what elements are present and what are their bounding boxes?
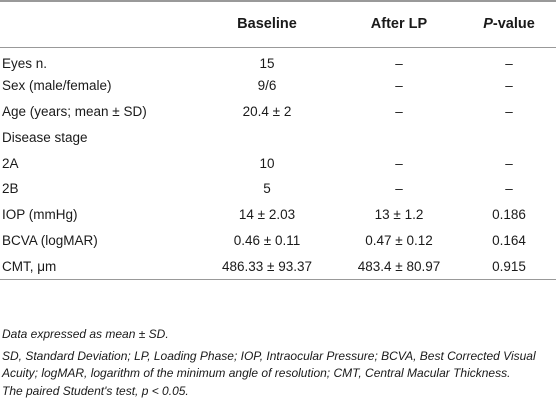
after-lp-cell: – (395, 56, 403, 72)
footnote-data-expressed: Data expressed as mean ± SD. (2, 327, 169, 341)
table-row: Sex (male/female) 9/6 – – (0, 73, 556, 99)
row-label: BCVA (logMAR) (2, 232, 98, 248)
header-cell-p-value: P-value (483, 16, 535, 33)
row-label: Disease stage (2, 129, 88, 145)
after-lp-cell: 0.47 ± 0.12 (365, 232, 433, 248)
after-lp-cell: 483.4 ± 80.97 (357, 258, 441, 274)
header-row: Baseline After LP P-value (0, 1, 556, 47)
after-lp-cell (336, 124, 462, 150)
row-label: Sex (male/female) (2, 78, 112, 94)
data-table-container: Baseline After LP P-value Eyes n. 15 – –… (0, 1, 556, 280)
row-label: Age (years; mean ± SD) (2, 103, 147, 119)
p-value-cell: 0.186 (492, 207, 526, 223)
header-cell-after-lp: After LP (370, 16, 428, 33)
p-value-cell: 0.164 (492, 232, 526, 248)
row-label: 2B (2, 181, 19, 197)
baseline-cell: 15 (259, 56, 275, 72)
after-lp-cell: – (395, 78, 403, 94)
baseline-cell: 9/6 (257, 78, 277, 94)
row-label: Eyes n. (2, 56, 48, 72)
baseline-cell: 10 (259, 155, 275, 171)
footnote-abbreviations: SD, Standard Deviation; LP, Loading Phas… (2, 348, 536, 381)
header-cell-label (0, 1, 198, 47)
table-row: 2A 10 – – (0, 150, 556, 176)
p-value-cell: 0.915 (492, 258, 526, 274)
p-value-cell: – (505, 155, 513, 171)
baseline-cell: 0.46 ± 0.11 (233, 232, 301, 248)
row-label: 2A (2, 155, 19, 171)
row-label: CMT, μm (2, 258, 57, 274)
table-footnotes: Data expressed as mean ± SD. SD, Standar… (2, 326, 554, 400)
after-lp-cell: – (395, 181, 403, 197)
baseline-cell: 14 ± 2.03 (238, 207, 296, 223)
table-row: Disease stage (0, 124, 556, 150)
p-value-cell: – (505, 56, 513, 72)
baseline-cell: 20.4 ± 2 (242, 103, 292, 119)
table-row: 2B 5 – – (0, 176, 556, 202)
p-value-cell: – (505, 78, 513, 94)
p-value-cell: – (505, 181, 513, 197)
table-row: Age (years; mean ± SD) 20.4 ± 2 – – (0, 99, 556, 125)
header-cell-baseline: Baseline (237, 16, 297, 33)
after-lp-cell: 13 ± 1.2 (374, 207, 424, 223)
baseline-cell (198, 124, 336, 150)
after-lp-cell: – (395, 155, 403, 171)
footnote-statistical-test: The paired Student's test, p < 0.05. (2, 383, 189, 398)
baseline-cell: 486.33 ± 93.37 (222, 258, 312, 274)
baseline-cell: 5 (263, 181, 271, 197)
table-row: Eyes n. 15 – – (0, 47, 556, 73)
p-value-cell: – (505, 103, 513, 119)
table-row: BCVA (logMAR) 0.46 ± 0.11 0.47 ± 0.12 0.… (0, 228, 556, 254)
data-table: Baseline After LP P-value Eyes n. 15 – –… (0, 1, 556, 280)
row-label: IOP (mmHg) (2, 207, 78, 223)
p-value-cell (462, 124, 556, 150)
after-lp-cell: – (395, 103, 403, 119)
table-row: IOP (mmHg) 14 ± 2.03 13 ± 1.2 0.186 (0, 202, 556, 228)
table-row: CMT, μm 486.33 ± 93.37 483.4 ± 80.97 0.9… (0, 253, 556, 280)
